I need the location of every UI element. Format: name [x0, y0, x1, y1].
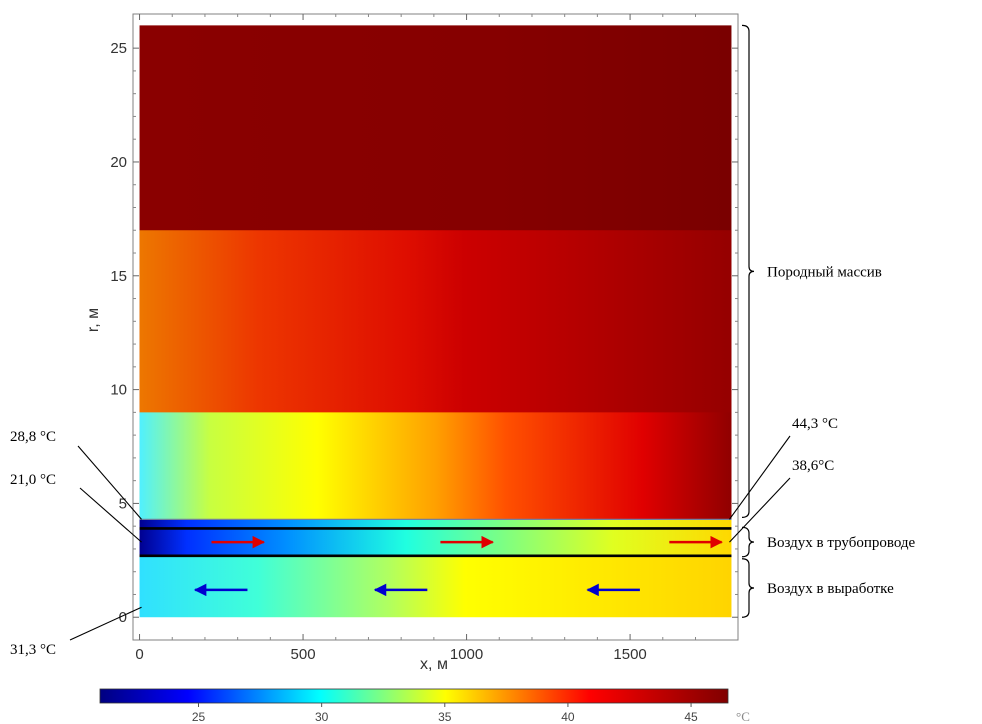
temperature-annotations: 28,8 °C 21,0 °C 31,3 °C 44,3 °C 38,6°C [10, 416, 838, 658]
heatmap-field [139, 25, 732, 618]
annotation-leader [79, 487, 142, 543]
y-tick-label: 5 [119, 495, 127, 512]
region-label: Породный массив [767, 264, 882, 280]
x-tick-label: 1000 [450, 646, 483, 663]
x-tick-label: 1500 [613, 646, 646, 663]
annotation-leader [77, 445, 142, 520]
colorbar-tick-label: 45 [684, 710, 698, 724]
plot-frame [132, 13, 739, 641]
y-tick-label: 0 [119, 609, 127, 626]
y-tick-label: 25 [110, 40, 127, 57]
x-tick-label: 0 [135, 646, 143, 663]
colorbar-gradient [99, 688, 729, 704]
flow-arrows [193, 535, 723, 597]
y-axis-label: r, м [85, 308, 102, 332]
colorbar-tick-label: 35 [438, 710, 452, 724]
colorbar-unit: °C [736, 709, 750, 724]
pipe-gap-band [139, 519, 732, 529]
x-axis: 0 500 1000 1500 [135, 14, 696, 663]
colorbar-tick-label: 30 [315, 710, 329, 724]
region-brace [741, 526, 755, 558]
colorbar: °C 25 30 35 40 45 [99, 688, 750, 724]
region-brace [741, 558, 755, 618]
y-tick-label: 10 [110, 382, 127, 399]
rock-region-bottom [139, 412, 732, 520]
region-label: Воздух в трубопроводе [767, 535, 916, 551]
annotation-label: 31,3 °C [10, 642, 56, 658]
y-tick-label: 20 [110, 154, 127, 171]
annotation-label: 38,6°C [792, 458, 834, 474]
region-label: Воздух в выработке [767, 581, 894, 597]
x-tick-label: 500 [291, 646, 316, 663]
region-braces: Породный массив Воздух в трубопроводе Возд… [741, 24, 916, 618]
y-tick-label: 15 [110, 268, 127, 285]
drift-air-region [139, 555, 732, 618]
colorbar-tick-label: 40 [561, 710, 575, 724]
annotation-label: 28,8 °C [10, 429, 56, 445]
annotation-leader [729, 435, 791, 520]
x-axis-label: x, м [420, 656, 448, 673]
annotation-leader [69, 606, 142, 641]
region-brace [741, 24, 755, 518]
annotation-label: 44,3 °C [792, 416, 838, 432]
annotation-leader [729, 477, 791, 543]
colorbar-tick-label: 25 [192, 710, 206, 724]
annotation-label: 21,0 °C [10, 472, 56, 488]
y-axis: 0 5 10 15 20 25 [110, 40, 738, 626]
